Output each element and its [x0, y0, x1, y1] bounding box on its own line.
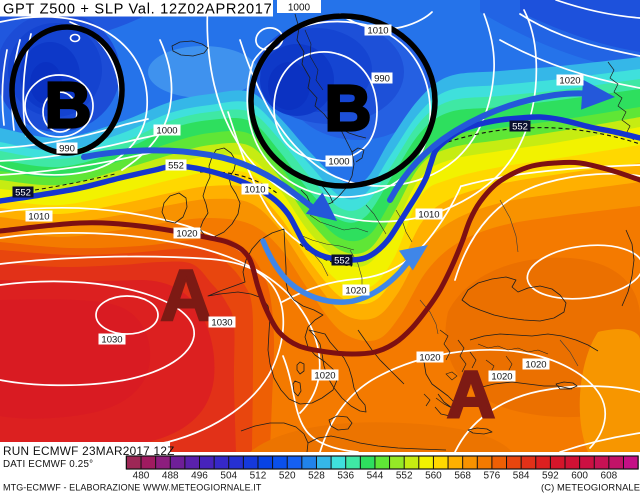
svg-text:568: 568: [454, 471, 471, 482]
svg-text:1010: 1010: [28, 212, 49, 223]
svg-text:1020: 1020: [525, 360, 546, 371]
svg-text:990: 990: [59, 144, 75, 155]
svg-text:1020: 1020: [491, 372, 512, 383]
svg-text:600: 600: [571, 471, 588, 482]
svg-text:520: 520: [279, 471, 296, 482]
svg-text:504: 504: [220, 471, 237, 482]
svg-text:990: 990: [374, 74, 390, 85]
svg-text:B: B: [45, 69, 91, 141]
svg-text:1000: 1000: [288, 3, 311, 14]
svg-text:1020: 1020: [419, 353, 440, 364]
svg-text:1000: 1000: [328, 157, 349, 168]
svg-text:544: 544: [367, 471, 384, 482]
svg-text:512: 512: [250, 471, 267, 482]
svg-text:552: 552: [396, 471, 413, 482]
svg-text:1010: 1010: [244, 185, 265, 196]
svg-text:1030: 1030: [101, 335, 122, 346]
svg-text:480: 480: [133, 471, 150, 482]
svg-text:1020: 1020: [314, 371, 335, 382]
svg-text:1020: 1020: [176, 229, 197, 240]
svg-text:1000: 1000: [156, 126, 177, 137]
svg-text:1010: 1010: [367, 26, 388, 37]
svg-text:1030: 1030: [211, 318, 232, 329]
svg-text:560: 560: [425, 471, 442, 482]
svg-text:A: A: [447, 357, 495, 431]
svg-text:592: 592: [542, 471, 559, 482]
svg-text:536: 536: [337, 471, 354, 482]
svg-text:528: 528: [308, 471, 325, 482]
svg-text:496: 496: [191, 471, 208, 482]
svg-text:552: 552: [168, 161, 184, 172]
svg-text:B: B: [325, 72, 371, 144]
svg-text:488: 488: [162, 471, 179, 482]
svg-text:1010: 1010: [418, 210, 439, 221]
svg-text:1020: 1020: [345, 286, 366, 297]
svg-text:GPT Z500 + SLP Val. 12Z02APR20: GPT Z500 + SLP Val. 12Z02APR2017: [3, 2, 272, 18]
svg-text:608: 608: [601, 471, 618, 482]
svg-text:584: 584: [513, 471, 530, 482]
svg-text:552: 552: [512, 122, 528, 133]
svg-text:552: 552: [334, 256, 350, 267]
svg-text:A: A: [160, 256, 212, 336]
svg-text:1020: 1020: [559, 76, 580, 87]
svg-text:552: 552: [15, 188, 31, 199]
svg-text:(C) METEOGIORNALE: (C) METEOGIORNALE: [541, 482, 640, 493]
svg-text:DATI ECMWF 0.25°: DATI ECMWF 0.25°: [3, 459, 93, 470]
svg-text:MTG-ECMWF - ELABORAZIONE WWW.M: MTG-ECMWF - ELABORAZIONE WWW.METEOGIORNA…: [3, 483, 262, 493]
svg-text:RUN ECMWF 23MAR2017 12Z: RUN ECMWF 23MAR2017 12Z: [3, 444, 175, 458]
svg-text:576: 576: [484, 471, 501, 482]
